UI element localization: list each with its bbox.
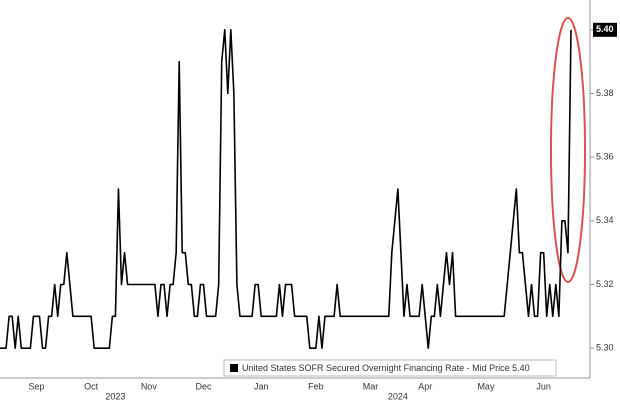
highlight-ellipse xyxy=(550,17,586,283)
legend: United States SOFR Secured Overnight Fin… xyxy=(223,359,557,377)
x-tick-label: Nov xyxy=(141,381,158,391)
x-year-label: 2024 xyxy=(388,391,408,401)
y-tick-label: 5.40 xyxy=(596,24,614,34)
x-tick-label: Feb xyxy=(308,381,324,391)
x-tick-label: Mar xyxy=(363,381,379,391)
x-tick-label: Apr xyxy=(418,381,432,391)
y-tick-label: 5.32 xyxy=(596,279,614,289)
last-value-tag xyxy=(593,22,617,37)
x-year-label: 2023 xyxy=(105,391,125,401)
y-tick-label: 5.38 xyxy=(596,88,614,98)
y-tick-label: 5.34 xyxy=(596,215,614,225)
x-tick-label: May xyxy=(477,381,495,391)
x-tick-label: Jun xyxy=(536,381,551,391)
legend-label: United States SOFR Secured Overnight Fin… xyxy=(242,363,530,373)
x-tick-label: Jan xyxy=(254,381,269,391)
y-tick-label: 5.36 xyxy=(596,152,614,162)
legend-swatch xyxy=(230,364,238,372)
x-tick-label: Dec xyxy=(195,381,212,391)
line-series xyxy=(0,29,572,349)
y-tick-label: 5.30 xyxy=(596,343,614,353)
x-tick-label: Oct xyxy=(84,381,99,391)
x-tick-label: Sep xyxy=(28,381,44,391)
legend-box xyxy=(223,359,557,377)
